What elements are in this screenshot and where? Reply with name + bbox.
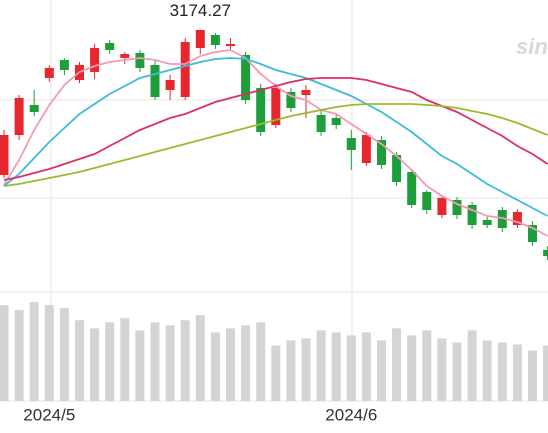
volume-bar — [256, 322, 266, 401]
volume-bar — [497, 342, 507, 401]
volume-bar — [120, 318, 130, 401]
volume-bar — [331, 332, 341, 401]
volume-bar — [241, 325, 251, 401]
candle-body — [105, 43, 115, 50]
candle-body — [241, 55, 251, 100]
volume-bar — [452, 342, 462, 401]
candle-body — [422, 192, 432, 210]
volume-bar — [528, 350, 537, 401]
candle-body — [482, 220, 492, 225]
candle-body — [90, 48, 100, 72]
candle-body — [44, 68, 54, 78]
volume-bar — [0, 305, 9, 401]
x-tick-label: 2024/5 — [23, 405, 75, 424]
volume-bar — [392, 328, 402, 401]
candle-body — [346, 138, 356, 150]
volume-bar — [422, 330, 432, 401]
candle-body — [14, 98, 24, 135]
volume-bar — [286, 340, 296, 401]
volume-bar — [90, 328, 100, 401]
volume-bar — [467, 330, 477, 401]
ma-line — [3, 49, 548, 237]
candle-body — [195, 30, 205, 48]
volume-bar — [271, 345, 281, 401]
volume-bar — [377, 340, 386, 401]
high-annotation: 3174.27 — [170, 1, 231, 20]
volume-bar — [316, 330, 326, 401]
candle-body — [180, 42, 190, 97]
candle-body — [377, 140, 386, 165]
candle-body — [271, 88, 281, 125]
candle-body — [226, 44, 235, 46]
volume-bar — [150, 322, 160, 401]
candle-body — [135, 53, 145, 68]
volume-bar — [543, 345, 548, 401]
candle-body — [0, 135, 9, 175]
ma-line — [3, 57, 548, 217]
volume-bar — [482, 340, 492, 401]
volume-bar — [437, 338, 447, 401]
volume-bar — [44, 305, 54, 401]
candle-body — [497, 210, 507, 228]
candle-body — [286, 92, 296, 108]
volume-bar — [75, 320, 84, 401]
volume-bar — [226, 328, 235, 401]
ma-line — [3, 103, 548, 187]
volume-bar — [165, 325, 175, 401]
volume-bar — [301, 338, 311, 401]
candle-body — [512, 212, 522, 225]
ma-line — [3, 77, 548, 181]
volume-bar — [210, 332, 220, 401]
candle-body — [29, 105, 39, 112]
volume-bar — [195, 315, 205, 401]
volume-bar — [105, 322, 115, 401]
candle-body — [331, 118, 341, 125]
x-tick-label: 2024/6 — [325, 405, 377, 424]
volume-bar — [59, 308, 69, 401]
volume-bar — [135, 330, 145, 401]
volume-bar — [346, 335, 356, 401]
volume-bar — [29, 302, 39, 401]
candle-body — [316, 115, 326, 132]
candle-body — [467, 205, 477, 225]
volume-bar — [361, 332, 371, 401]
watermark: sina — [516, 34, 548, 59]
candle-body — [543, 250, 548, 256]
candle-body — [437, 198, 447, 215]
volume-bar — [180, 320, 190, 401]
candle-body — [210, 35, 220, 45]
candle-body — [256, 88, 266, 132]
candle-body — [120, 54, 130, 58]
candle-body — [392, 155, 402, 182]
candle-body — [301, 90, 311, 95]
candle-body — [150, 65, 160, 97]
candle-body — [165, 80, 175, 90]
candle-body — [452, 200, 462, 215]
candle-body — [59, 60, 69, 70]
volume-bar — [512, 344, 522, 401]
candle-body — [528, 225, 537, 242]
candle-body — [407, 172, 417, 205]
volume-bar — [407, 335, 417, 401]
candle-body — [361, 135, 371, 163]
volume-bar — [14, 310, 24, 401]
